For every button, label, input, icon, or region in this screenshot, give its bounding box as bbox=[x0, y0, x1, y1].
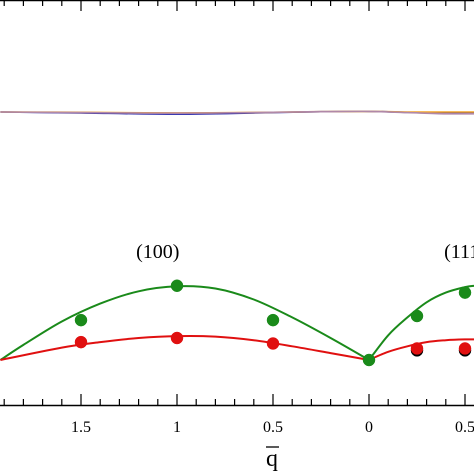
x-tick-label: 0 bbox=[365, 419, 373, 436]
x-tick-label: 0.5 bbox=[455, 419, 474, 436]
data-point bbox=[170, 331, 184, 345]
lower-panel-points bbox=[74, 279, 472, 367]
bottom-ticks bbox=[3, 394, 466, 405]
upper-panel-series bbox=[0, 110, 474, 115]
x-axis-label-text: q bbox=[266, 446, 278, 472]
data-point bbox=[458, 342, 472, 355]
x-tick-label: 0.5 bbox=[263, 419, 283, 436]
x-axis-label: q bbox=[266, 446, 279, 472]
lower-panel-lines bbox=[0, 284, 474, 361]
top-ticks bbox=[3, 0, 466, 11]
data-point bbox=[266, 313, 280, 327]
data-point bbox=[458, 286, 472, 299]
tick-labels: 1.5 1 0.5 0 0.5 bbox=[71, 419, 474, 436]
direction-label: (111) bbox=[444, 241, 474, 263]
data-point bbox=[170, 279, 184, 292]
data-point bbox=[74, 335, 88, 349]
data-point bbox=[410, 342, 424, 355]
x-tick-label: 1.5 bbox=[71, 419, 91, 436]
upper-series-line-3 bbox=[0, 110, 474, 115]
direction-labels: (100) (111) bbox=[136, 241, 474, 263]
data-point bbox=[362, 353, 376, 367]
x-tick-label: 1 bbox=[173, 419, 181, 436]
direction-label: (100) bbox=[136, 241, 179, 263]
lower-line-2-right bbox=[368, 338, 474, 361]
data-point bbox=[74, 313, 88, 327]
lower-line-2-left bbox=[0, 334, 370, 361]
data-point bbox=[410, 309, 424, 323]
plot-frame bbox=[0, 0, 474, 407]
data-point bbox=[266, 337, 280, 350]
